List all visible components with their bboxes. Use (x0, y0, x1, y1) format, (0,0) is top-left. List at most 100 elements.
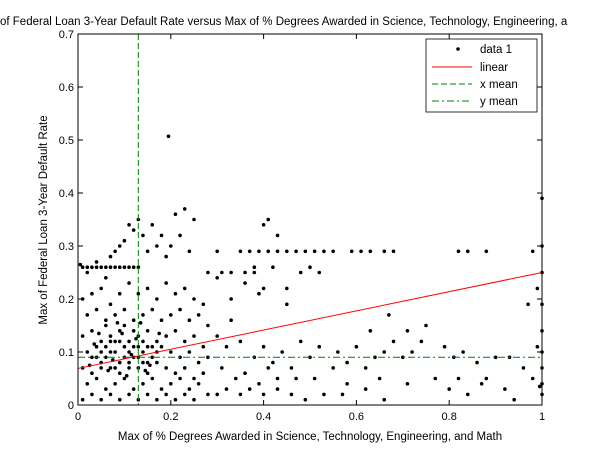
data-point (104, 276, 108, 280)
data-point (80, 265, 85, 270)
data-point (275, 233, 280, 238)
data-point (80, 397, 85, 402)
data-point (317, 344, 322, 349)
data-point (433, 376, 438, 381)
data-point (405, 329, 410, 333)
x-tick-label: 0.4 (256, 411, 271, 423)
data-point (298, 339, 303, 344)
y-tick-label: 0.6 (59, 82, 74, 94)
data-point (127, 350, 131, 354)
data-point (85, 382, 90, 386)
y-tick-label: 0.4 (59, 188, 74, 200)
data-point (243, 270, 247, 275)
x-tick-label: 0.8 (442, 411, 457, 423)
data-point (363, 366, 368, 370)
data-point (78, 262, 83, 267)
data-point (80, 334, 85, 338)
data-point (145, 360, 150, 365)
data-point (261, 223, 266, 227)
data-point (387, 313, 391, 317)
data-point (303, 397, 308, 402)
data-point (104, 318, 108, 323)
data-point (456, 376, 461, 381)
data-point (122, 323, 127, 328)
linear-fit-line (77, 272, 543, 369)
data-point (294, 249, 298, 254)
data-point (178, 355, 182, 360)
data-point (150, 344, 155, 349)
data-point (503, 387, 507, 391)
data-point (94, 307, 99, 312)
legend-box (425, 38, 538, 113)
data-point (312, 249, 317, 254)
data-point (233, 376, 238, 381)
data-point (113, 339, 117, 344)
data-point (257, 382, 261, 386)
data-point (141, 313, 145, 317)
plot-frame (77, 33, 543, 406)
data-point (266, 249, 271, 254)
data-point (108, 334, 113, 338)
data-point (275, 376, 280, 381)
data-point (442, 344, 447, 349)
data-point (97, 331, 101, 336)
legend-label-data-1: data 1 (480, 44, 512, 56)
data-point (104, 323, 108, 328)
data-point (229, 297, 233, 301)
data-point (134, 336, 138, 341)
data-point (85, 265, 90, 270)
data-point (257, 291, 261, 296)
data-point (182, 392, 187, 397)
data-point (143, 368, 148, 373)
data-point (141, 382, 145, 386)
data-point (169, 244, 173, 248)
data-point (120, 331, 124, 336)
data-point (178, 233, 182, 238)
data-point (108, 350, 113, 354)
data-point (94, 376, 99, 381)
data-point (424, 323, 428, 328)
data-point (90, 392, 94, 397)
data-point (113, 350, 117, 354)
data-point (113, 265, 117, 270)
data-point (530, 376, 535, 381)
data-point (117, 291, 122, 296)
data-point (261, 392, 266, 397)
data-point (99, 397, 103, 402)
data-point (479, 382, 484, 386)
data-point (391, 339, 396, 344)
data-point (484, 249, 489, 254)
data-point (90, 291, 94, 296)
data-point (129, 352, 134, 357)
data-point (99, 286, 103, 291)
data-point (405, 382, 410, 386)
data-point (136, 291, 141, 296)
data-point (131, 329, 136, 333)
data-point (155, 297, 159, 301)
data-point (131, 318, 136, 323)
data-point (465, 392, 470, 397)
data-point (169, 350, 173, 354)
data-point (271, 360, 275, 365)
x-tick-label: 1 (539, 411, 545, 423)
data-point (206, 355, 210, 360)
data-point (159, 318, 164, 323)
y-tick-label: 0.7 (59, 29, 74, 41)
data-point (382, 350, 387, 354)
data-point (271, 265, 275, 270)
data-point (535, 344, 540, 349)
data-point (104, 387, 108, 391)
data-point (537, 384, 542, 389)
data-point (141, 360, 145, 365)
data-point (136, 265, 141, 270)
data-point (141, 339, 145, 344)
data-point (196, 382, 201, 386)
data-point (178, 307, 182, 312)
data-point (512, 397, 516, 402)
data-point (122, 376, 127, 381)
data-point (122, 265, 127, 270)
data-point (182, 339, 187, 344)
data-point (187, 387, 192, 391)
data-point (192, 334, 196, 338)
data-point (331, 249, 336, 254)
